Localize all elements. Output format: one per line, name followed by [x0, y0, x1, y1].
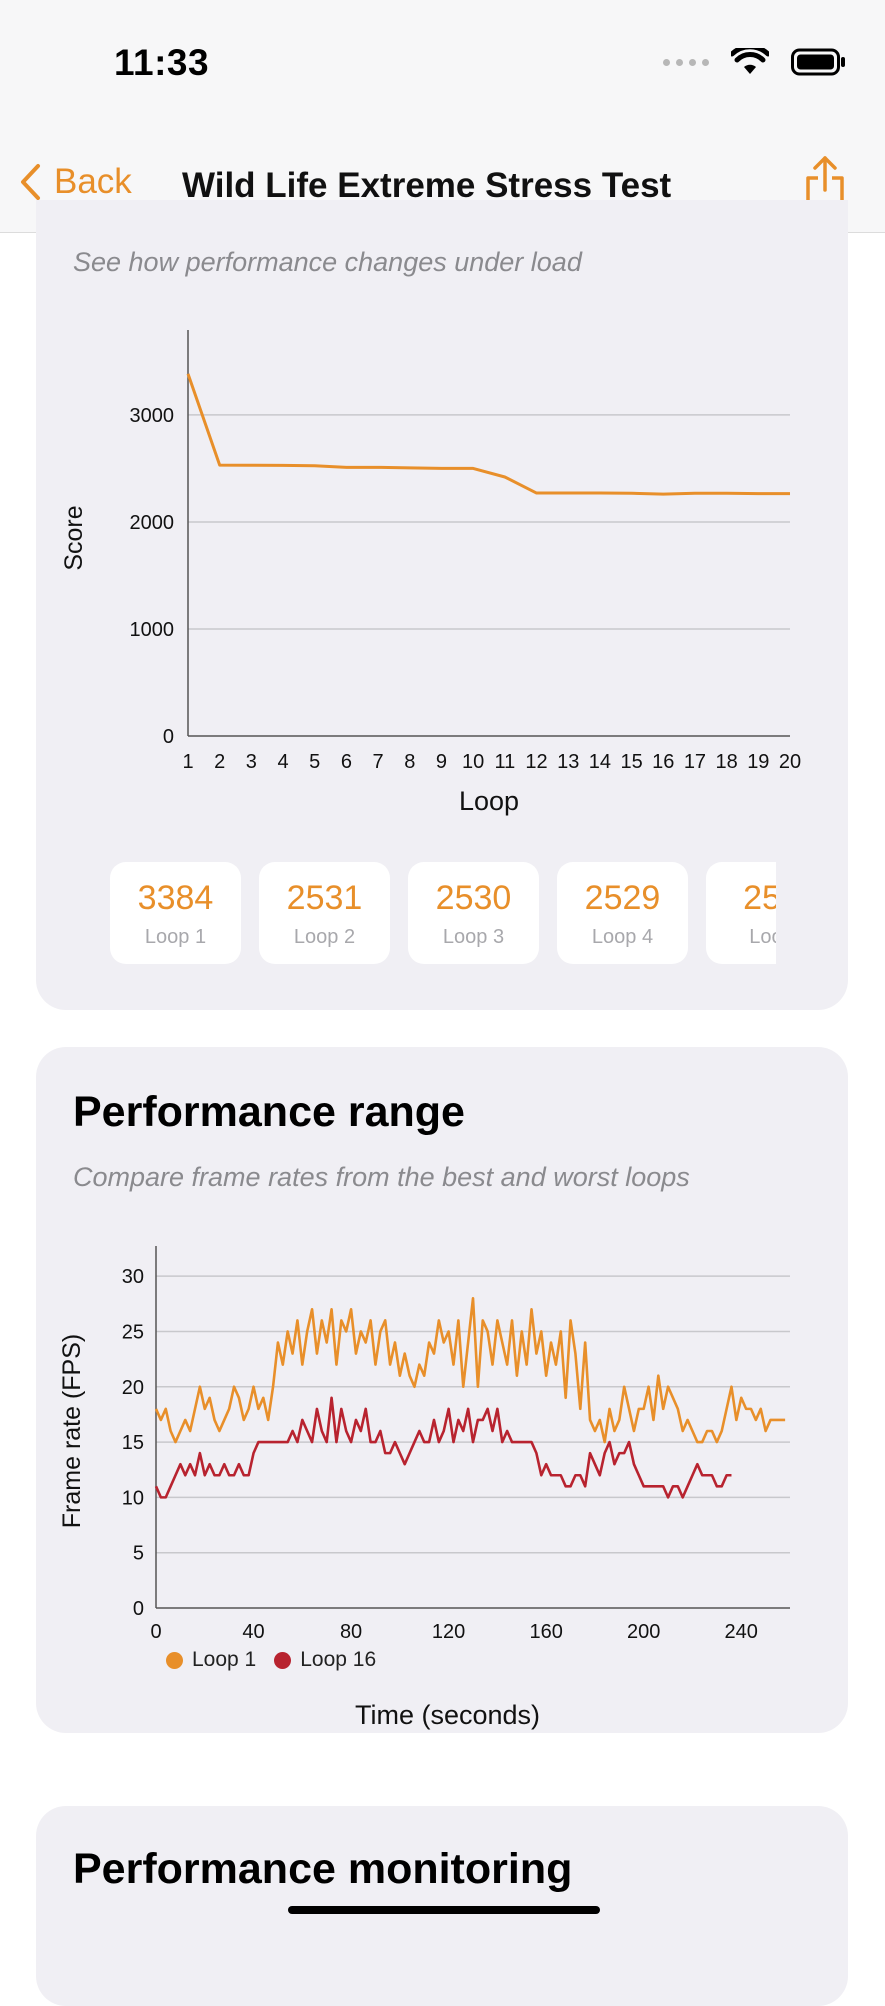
- legend-item-loop-16: Loop 16: [274, 1648, 376, 1672]
- y-tick-label: 25: [122, 1321, 144, 1343]
- back-button[interactable]: Back: [18, 162, 132, 202]
- score-value: 2531: [259, 879, 390, 918]
- score-label: Loop 2: [259, 926, 390, 949]
- x-tick-label: 13: [557, 751, 579, 773]
- status-icons: [663, 48, 847, 76]
- y-tick-label: 30: [122, 1266, 144, 1288]
- x-tick-label: 6: [341, 751, 352, 773]
- score-value: 2529: [557, 879, 688, 918]
- x-tick-label: 4: [277, 751, 288, 773]
- y-tick-label: 0: [133, 1598, 144, 1620]
- score-label: Loop: [706, 926, 776, 949]
- chevron-left-icon: [18, 162, 42, 202]
- x-tick-label: 14: [589, 751, 611, 773]
- x-tick-label: 240: [725, 1621, 758, 1643]
- x-tick-label: 15: [620, 751, 642, 773]
- x-tick-label: 3: [246, 751, 257, 773]
- score-card[interactable]: 2531 Loop 2: [259, 862, 390, 964]
- x-tick-label: 2: [214, 751, 225, 773]
- x-tick-label: 80: [340, 1621, 362, 1643]
- legend-label-loop-16: Loop 16: [300, 1648, 376, 1672]
- x-tick-label: 7: [373, 751, 384, 773]
- x-tick-label: 40: [242, 1621, 264, 1643]
- loop-score-cards[interactable]: 3384 Loop 1 2531 Loop 2 2530 Loop 3 2529 Loop 4…: [110, 862, 776, 964]
- y-tick-label: 20: [122, 1377, 144, 1399]
- y-tick-label: 1000: [130, 619, 175, 641]
- y-axis-title: Frame rate (FPS): [58, 1334, 86, 1528]
- score-series-line: [188, 374, 790, 494]
- x-tick-label: 120: [432, 1621, 465, 1643]
- y-tick-label: 0: [163, 726, 174, 748]
- score-label: Loop 1: [110, 926, 241, 949]
- frame-rate-x-axis-title: Time (seconds): [355, 1700, 540, 1731]
- x-tick-label: 19: [747, 751, 769, 773]
- x-tick-label: 17: [684, 751, 706, 773]
- score-value: 2530: [408, 879, 539, 918]
- wifi-icon: [731, 48, 769, 76]
- legend-item-loop-1: Loop 1: [166, 1648, 256, 1672]
- legend-dot-loop-16: [274, 1652, 291, 1669]
- y-tick-label: 3000: [130, 405, 175, 427]
- x-tick-label: 11: [494, 751, 515, 773]
- x-tick-label: 9: [436, 751, 447, 773]
- x-tick-label: 200: [627, 1621, 660, 1643]
- x-tick-label: 20: [779, 751, 801, 773]
- x-axis-title: Loop: [459, 786, 519, 816]
- score-card[interactable]: 2529 Loop 4: [557, 862, 688, 964]
- y-tick-label: 5: [133, 1543, 144, 1565]
- score-card[interactable]: 3384 Loop 1: [110, 862, 241, 964]
- status-time: 11:33: [114, 42, 209, 84]
- x-tick-label: 160: [529, 1621, 562, 1643]
- performance-monitoring-title: Performance monitoring: [73, 1845, 572, 1894]
- x-tick-label: 16: [652, 751, 674, 773]
- score-label: Loop 4: [557, 926, 688, 949]
- battery-icon: [791, 48, 847, 76]
- performance-range-subtitle: Compare frame rates from the best and wo…: [73, 1162, 690, 1193]
- legend-label-loop-1: Loop 1: [192, 1648, 256, 1672]
- x-tick-label: 8: [404, 751, 415, 773]
- home-indicator: [288, 1906, 600, 1914]
- y-tick-label: 15: [122, 1432, 144, 1454]
- legend-dot-loop-1: [166, 1652, 183, 1669]
- stability-subtitle: See how performance changes under load: [73, 247, 582, 278]
- back-label: Back: [54, 162, 132, 202]
- x-tick-label: 0: [150, 1621, 161, 1643]
- status-bar: 11:33: [0, 0, 885, 140]
- score-card[interactable]: 2530 Loop 3: [408, 862, 539, 964]
- signal-icon: [663, 59, 709, 66]
- frame-rate-chart: 0 5 10 15 20 25 30 0 40 80 120 160 200 240 Frame rate …: [0, 1240, 885, 1650]
- chart-legend: Loop 1 Loop 16: [166, 1648, 394, 1672]
- score-value: 3384: [110, 879, 241, 918]
- y-axis-title: Score: [60, 505, 88, 570]
- y-tick-label: 10: [122, 1487, 144, 1509]
- x-tick-label: 18: [716, 751, 738, 773]
- y-tick-label: 2000: [130, 512, 175, 534]
- x-tick-label: 5: [309, 751, 320, 773]
- x-tick-label: 12: [525, 751, 547, 773]
- score-label: Loop 3: [408, 926, 539, 949]
- score-value: 252: [706, 879, 776, 918]
- performance-range-title: Performance range: [73, 1088, 465, 1137]
- x-tick-label: 10: [462, 751, 484, 773]
- score-card[interactable]: 252 Loop: [706, 862, 776, 964]
- x-tick-label: 1: [182, 751, 193, 773]
